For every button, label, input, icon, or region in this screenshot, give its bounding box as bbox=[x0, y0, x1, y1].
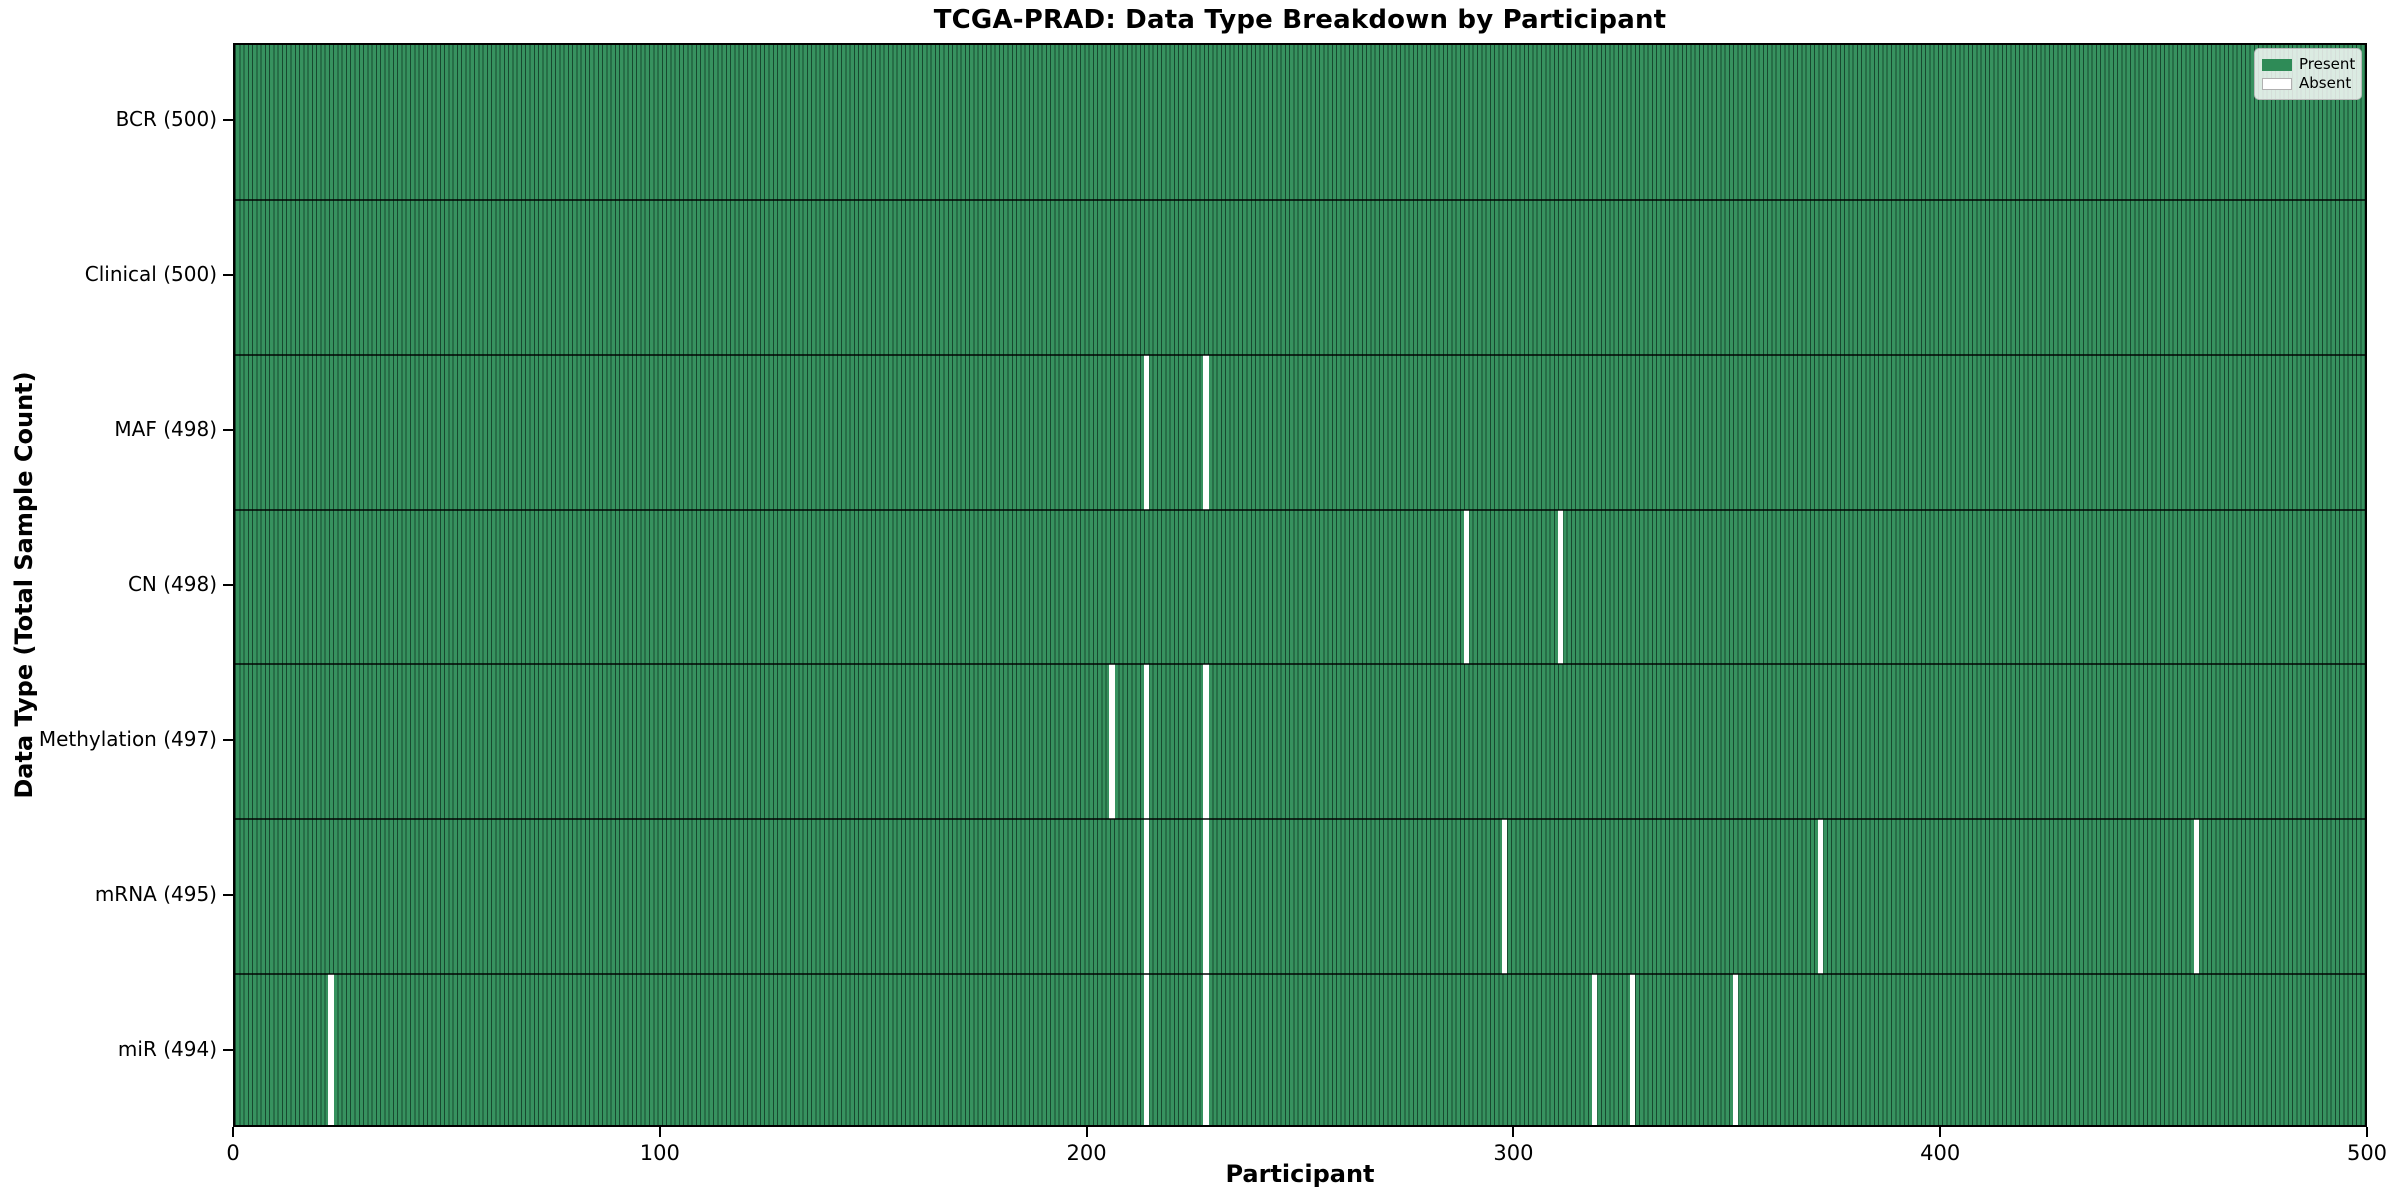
y-tick bbox=[223, 1048, 233, 1051]
plot-area bbox=[233, 43, 2367, 1127]
present-swatch-icon bbox=[2262, 58, 2292, 71]
x-tick-label-200: 200 bbox=[1066, 1141, 1107, 1165]
y-tick bbox=[223, 119, 233, 122]
y-tick-label-cn: CN (498) bbox=[127, 572, 217, 596]
legend-entry-present: Present bbox=[2262, 55, 2356, 74]
row-clinical bbox=[235, 199, 2365, 355]
absent-gap-cn-310 bbox=[1557, 509, 1563, 665]
y-tick-label-mir: miR (494) bbox=[117, 1036, 217, 1061]
x-tick-label-300: 300 bbox=[1493, 1141, 1534, 1165]
x-tick bbox=[1939, 1127, 1942, 1137]
row-separator bbox=[235, 508, 2365, 511]
row-maf bbox=[235, 354, 2365, 510]
absent-gap-mrna-371 bbox=[1817, 819, 1824, 975]
row-cn bbox=[235, 509, 2365, 665]
y-tick bbox=[223, 274, 233, 277]
y-tick-label-methylation: Methylation (497) bbox=[38, 726, 217, 751]
absent-gap-methylation-213 bbox=[1143, 664, 1149, 820]
absent-gap-maf-227 bbox=[1203, 354, 1209, 510]
row-bcr bbox=[235, 45, 2365, 200]
x-tick bbox=[232, 1127, 234, 1137]
y-tick-label-bcr: BCR (500) bbox=[115, 107, 217, 132]
row-separator bbox=[235, 663, 2365, 666]
x-tick-label-100: 100 bbox=[639, 1141, 680, 1165]
absent-gap-mrna-297 bbox=[1502, 819, 1508, 975]
y-tick bbox=[223, 429, 233, 432]
x-tick bbox=[2366, 1127, 2368, 1137]
y-tick bbox=[223, 584, 233, 586]
y-tick-label-maf: MAF (498) bbox=[114, 417, 217, 442]
absent-gap-methylation-205 bbox=[1109, 664, 1115, 820]
absent-gap-maf-213 bbox=[1143, 354, 1149, 510]
legend-entry-absent: Absent bbox=[2262, 74, 2354, 93]
absent-swatch-icon bbox=[2262, 77, 2292, 90]
absent-gap-mrna-459 bbox=[2193, 819, 2199, 975]
x-axis-title: Participant bbox=[1225, 1160, 1375, 1188]
x-tick-label-400: 400 bbox=[1920, 1141, 1961, 1165]
row-separator bbox=[235, 973, 2365, 976]
absent-gap-mir-22 bbox=[328, 974, 334, 1125]
x-tick-label-0: 0 bbox=[226, 1141, 240, 1165]
y-tick-label-clinical: Clinical (500) bbox=[84, 262, 217, 287]
row-mrna bbox=[235, 819, 2365, 975]
row-mir bbox=[235, 974, 2365, 1125]
absent-gap-mrna-213 bbox=[1143, 819, 1149, 975]
absent-gap-mir-213 bbox=[1143, 974, 1149, 1125]
y-tick-label-mrna: mRNA (495) bbox=[94, 881, 217, 906]
x-tick bbox=[658, 1127, 661, 1137]
absent-gap-cn-288 bbox=[1463, 509, 1469, 665]
x-tick bbox=[1512, 1127, 1515, 1137]
legend: Present Absent bbox=[2254, 48, 2362, 100]
legend-label-present: Present bbox=[2299, 55, 2356, 73]
row-separator bbox=[235, 198, 2365, 201]
absent-gap-mir-227 bbox=[1203, 974, 1209, 1125]
row-separator bbox=[235, 818, 2365, 821]
absent-gap-mir-318 bbox=[1591, 974, 1597, 1125]
chart-title: TCGA-PRAD: Data Type Breakdown by Partic… bbox=[933, 5, 1667, 35]
absent-gap-mir-327 bbox=[1630, 974, 1636, 1125]
absent-gap-mrna-227 bbox=[1203, 819, 1209, 975]
row-separator bbox=[235, 353, 2365, 356]
absent-gap-mir-351 bbox=[1732, 974, 1738, 1125]
x-tick-label-500: 500 bbox=[2346, 1141, 2388, 1165]
x-tick bbox=[1085, 1127, 1088, 1137]
row-methylation bbox=[235, 664, 2365, 820]
y-tick bbox=[223, 738, 233, 741]
absent-gap-methylation-227 bbox=[1203, 664, 1209, 820]
legend-label-absent: Absent bbox=[2299, 74, 2352, 92]
y-tick bbox=[223, 893, 233, 896]
